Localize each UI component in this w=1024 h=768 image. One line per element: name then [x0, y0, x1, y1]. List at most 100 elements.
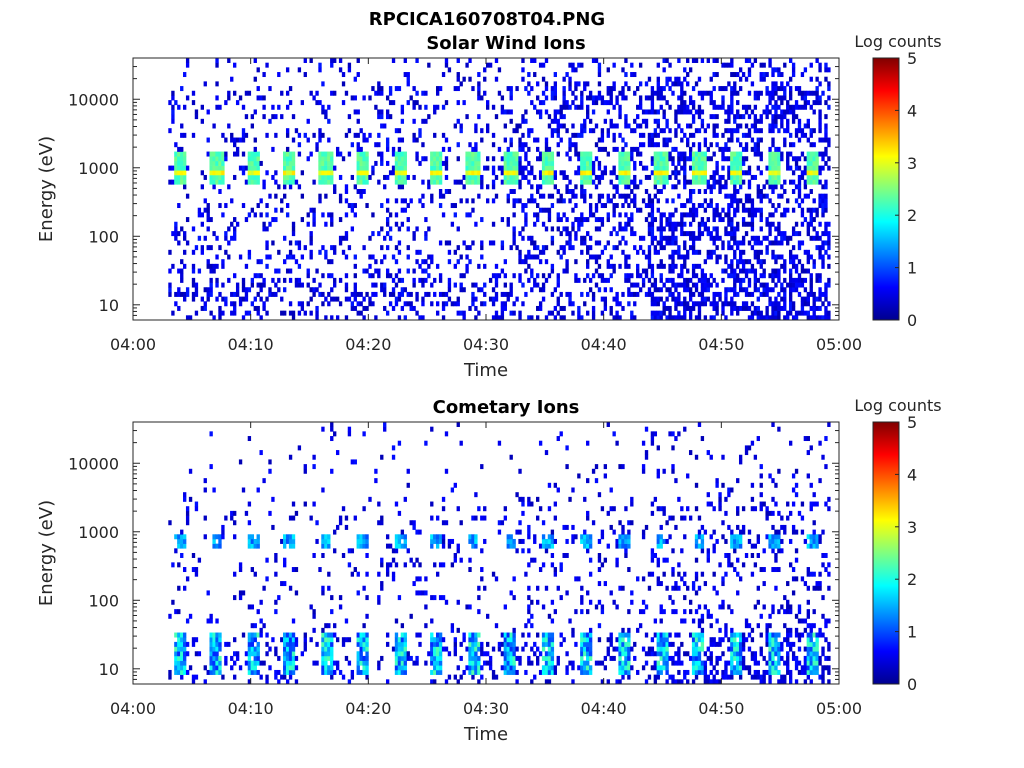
- heatmap-cell: [397, 160, 402, 166]
- heatmap-cell: [733, 193, 737, 199]
- heatmap-cell: [759, 207, 763, 213]
- heatmap-cell: [794, 165, 799, 171]
- heatmap-cell: [568, 618, 572, 624]
- heatmap-cell: [650, 268, 655, 274]
- heatmap-cell: [753, 254, 758, 260]
- heatmap-cell: [483, 515, 487, 521]
- heatmap-cell: [606, 263, 610, 269]
- heatmap-cell: [250, 623, 255, 629]
- heatmap-cell: [656, 198, 660, 204]
- heatmap-cell: [256, 203, 260, 209]
- heatmap-cell: [659, 263, 663, 269]
- heatmap-cell: [597, 240, 602, 246]
- heatmap-cell: [177, 632, 181, 638]
- heatmap-cell: [253, 571, 257, 577]
- heatmap-cell: [477, 156, 481, 162]
- heatmap-cell: [185, 217, 190, 223]
- heatmap-cell: [821, 212, 825, 218]
- heatmap-cell: [750, 226, 755, 232]
- heatmap-cell: [415, 655, 419, 661]
- heatmap-cell: [603, 245, 608, 251]
- heatmap-cell: [618, 109, 622, 115]
- heatmap-cell: [253, 58, 257, 63]
- heatmap-cell: [821, 207, 825, 213]
- heatmap-cell: [309, 254, 313, 260]
- heatmap-cell: [741, 179, 746, 185]
- heatmap-cell: [283, 184, 287, 190]
- heatmap-cell: [218, 156, 222, 162]
- heatmap-cell: [753, 235, 758, 241]
- heatmap-cell: [553, 170, 557, 176]
- heatmap-cell: [577, 151, 581, 157]
- heatmap-cell: [362, 585, 366, 591]
- heatmap-cell: [741, 301, 746, 307]
- heatmap-cell: [771, 268, 775, 274]
- heatmap-cell: [356, 146, 360, 152]
- heatmap-cell: [509, 310, 513, 316]
- heatmap-cell: [812, 142, 816, 148]
- heatmap-cell: [265, 296, 269, 302]
- heatmap-cell: [818, 277, 822, 283]
- heatmap-cell: [600, 174, 605, 180]
- heatmap-cell: [383, 174, 387, 180]
- heatmap-cell: [609, 310, 613, 316]
- heatmap-cell: [530, 58, 534, 63]
- heatmap-cell: [550, 174, 555, 180]
- heatmap-cell: [530, 170, 534, 176]
- heatmap-cell: [441, 193, 446, 199]
- heatmap-cell: [565, 226, 569, 232]
- heatmap-cell: [803, 287, 808, 293]
- heatmap-cell: [774, 273, 778, 279]
- x-tick-label: 04:40: [581, 335, 627, 354]
- heatmap-cell: [547, 151, 552, 157]
- heatmap-cell: [794, 160, 799, 166]
- heatmap-cell: [277, 249, 281, 255]
- heatmap-cell: [235, 100, 240, 106]
- heatmap-cell: [633, 72, 637, 78]
- heatmap-cell: [703, 156, 708, 162]
- heatmap-cell: [280, 296, 284, 302]
- heatmap-cell: [215, 254, 219, 260]
- heatmap-cell: [180, 132, 184, 138]
- heatmap-cell: [736, 291, 740, 297]
- heatmap-cell: [615, 315, 619, 320]
- heatmap-cell: [400, 305, 405, 311]
- heatmap-cell: [168, 520, 172, 526]
- heatmap-cell: [756, 151, 760, 157]
- heatmap-cell: [656, 62, 660, 68]
- heatmap-cell: [377, 90, 381, 96]
- heatmap-cell: [394, 637, 399, 643]
- heatmap-cell: [380, 245, 384, 251]
- heatmap-cell: [303, 245, 307, 251]
- heatmap-cell: [194, 506, 199, 512]
- heatmap-cell: [321, 245, 325, 251]
- heatmap-cell: [597, 67, 602, 73]
- heatmap-cell: [309, 249, 313, 255]
- heatmap-cell: [362, 305, 366, 311]
- heatmap-cell: [700, 203, 705, 209]
- heatmap-cell: [733, 235, 737, 241]
- heatmap-cell: [730, 132, 734, 138]
- heatmap-cell: [627, 287, 631, 293]
- heatmap-cell: [733, 151, 737, 157]
- heatmap-cell: [800, 174, 805, 180]
- heatmap-cell: [262, 305, 266, 311]
- heatmap-cell: [483, 506, 487, 512]
- heatmap-cell: [527, 618, 531, 624]
- heatmap-cell: [553, 305, 557, 311]
- heatmap-cell: [809, 291, 813, 297]
- heatmap-cell: [288, 585, 293, 591]
- heatmap-cell: [744, 301, 749, 307]
- heatmap-cell: [633, 90, 637, 96]
- heatmap-cell: [633, 128, 637, 134]
- heatmap-cell: [477, 179, 481, 185]
- heatmap-cell: [688, 277, 693, 283]
- heatmap-cell: [662, 151, 666, 157]
- heatmap-cell: [191, 100, 196, 106]
- heatmap-cell: [435, 90, 440, 96]
- heatmap-cell: [824, 226, 828, 232]
- heatmap-cell: [759, 137, 763, 143]
- heatmap-cell: [183, 132, 187, 138]
- heatmap-cell: [400, 641, 405, 647]
- heatmap-cell: [424, 576, 428, 582]
